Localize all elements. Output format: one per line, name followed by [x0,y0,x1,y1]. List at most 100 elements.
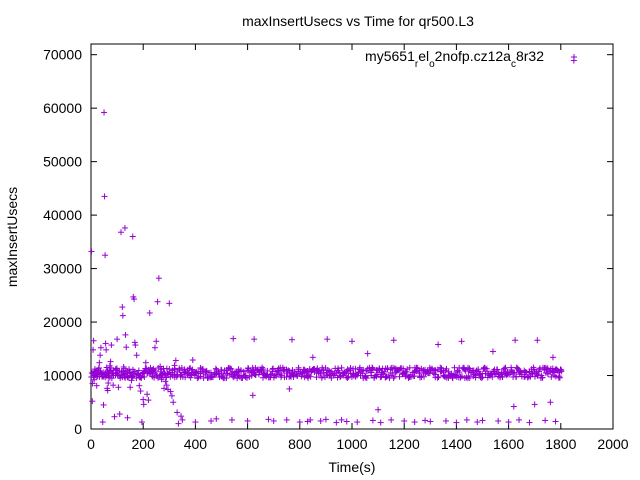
data-point [404,366,411,373]
data-point [140,396,147,403]
data-point [458,338,465,345]
x-tick-label: 2000 [597,436,628,452]
data-point [219,374,226,381]
data-point [162,378,169,385]
data-point [259,364,266,371]
y-tick-label: 70000 [43,47,82,63]
data-point [168,392,175,399]
data-point [390,374,397,381]
data-point [151,344,158,351]
data-point [228,365,235,372]
data-point [166,366,173,373]
data-point [463,416,470,423]
legend: my5651relo2nofp.cz12ac8r32 [365,48,577,70]
data-point [441,373,448,380]
data-point [90,337,97,344]
y-tick-label: 50000 [43,154,82,170]
data-point [107,358,114,365]
data-point [89,398,96,405]
data-point [456,369,463,376]
data-point [181,369,188,376]
data-point [187,374,194,381]
data-point [422,417,429,424]
data-point [89,380,96,387]
data-point [163,382,170,389]
data-point [293,371,300,378]
data-point [489,348,496,355]
data-point [466,374,473,381]
data-point [146,309,153,316]
data-point [547,399,554,406]
data-point [116,411,123,418]
data-point [90,346,97,353]
data-point [381,368,388,375]
data-point [142,359,149,366]
data-point [388,416,395,423]
data-point [558,368,565,375]
data-point [501,365,508,372]
data-point [170,399,177,406]
data-point [356,364,363,371]
data-point [172,357,179,364]
data-point [495,417,502,424]
chart-title: maxInsertUsecs vs Time for qr500.L3 [242,13,474,29]
x-tick-label: 800 [288,436,312,452]
data-point [133,352,140,359]
data-point [163,374,170,381]
data-point [192,419,199,426]
data-point [369,417,376,424]
data-point [119,368,126,375]
data-point [523,369,530,376]
data-point [182,374,189,381]
data-point [435,373,442,380]
data-point [472,372,479,379]
data-point [88,248,95,255]
data-point [140,401,147,408]
data-point [369,366,376,373]
data-point [108,342,115,349]
x-tick-label: 1600 [493,436,524,452]
data-point [136,382,143,389]
data-point [510,403,517,410]
data-point [105,380,112,387]
data-point [338,364,345,371]
data-point [126,366,133,373]
data-point [309,354,316,361]
data-point [324,336,331,343]
data-point [155,364,162,371]
data-point [228,416,235,423]
data-point [167,388,174,395]
data-point [363,375,370,382]
data-point [478,375,485,382]
data-point [505,419,512,426]
data-point [502,364,509,371]
data-point [288,336,295,343]
data-point [347,364,354,371]
data-point [166,300,173,307]
data-point [119,312,126,319]
data-point [305,369,312,376]
data-point [299,370,306,377]
data-point [298,373,305,380]
data-point [476,371,483,378]
y-tick-label: 0 [74,421,82,437]
data-point [313,374,320,381]
data-point [124,414,131,421]
data-point [175,420,182,427]
data-point [240,368,247,375]
data-point [112,366,119,373]
data-point [333,419,340,426]
data-point [104,367,111,374]
data-point [178,413,185,420]
y-axis: 0 10000 20000 30000 40000 50000 60000 70000 [43,47,613,437]
data-point [122,331,129,338]
data-point [129,233,136,240]
data-point [489,373,496,380]
data-point [442,417,449,424]
data-point [123,344,130,351]
data-point [145,397,152,404]
data-point [115,384,122,391]
data-point [119,304,126,311]
data-point [99,419,106,426]
data-point [391,373,398,380]
